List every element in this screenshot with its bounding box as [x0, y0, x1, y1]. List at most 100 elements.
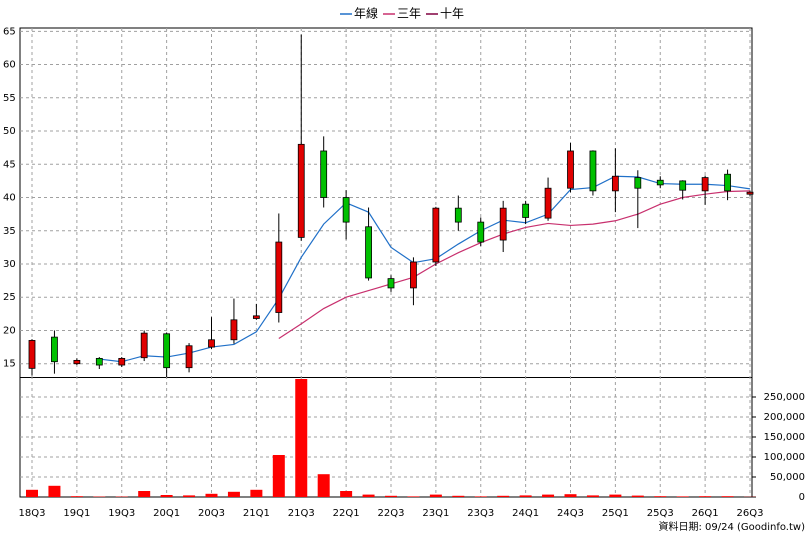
- volume-bar: [452, 495, 465, 497]
- y-tick-label: 65: [3, 26, 16, 37]
- candle-body: [656, 179, 664, 186]
- candle-body: [297, 143, 305, 238]
- candle-body: [589, 150, 597, 192]
- x-tick-label: 26Q3: [737, 508, 764, 519]
- y-tick-label: 20: [3, 325, 16, 336]
- candle-body: [51, 336, 58, 363]
- volume-bar: [205, 493, 218, 497]
- volume-bar: [385, 495, 397, 497]
- candle-body: [679, 180, 687, 191]
- candle-body: [230, 319, 238, 341]
- x-tick-label: 24Q1: [512, 508, 539, 519]
- y-tick-label: 40: [3, 193, 16, 204]
- volume-bar: [362, 494, 375, 497]
- volume-bar: [250, 489, 263, 497]
- x-tick-label: 25Q3: [647, 508, 674, 519]
- y-tick-label: 60: [3, 60, 16, 71]
- x-tick-label: 24Q3: [557, 508, 584, 519]
- candle-body: [567, 150, 574, 189]
- candle-body: [387, 278, 395, 289]
- y-tick-label: 25: [3, 292, 16, 303]
- x-tick-label: 26Q1: [692, 508, 719, 519]
- candle-body: [454, 207, 462, 223]
- y-tick-label: 45: [3, 159, 16, 170]
- candle-body: [522, 203, 530, 218]
- x-tick-label: 19Q1: [63, 508, 90, 519]
- y2-tick-label: 150,000: [764, 432, 805, 443]
- y-tick-label: 35: [3, 226, 16, 237]
- candle-body: [185, 345, 193, 369]
- candle-body: [275, 241, 283, 313]
- plot-frame: [19, 27, 753, 498]
- candle-body: [611, 175, 619, 192]
- volume-bar: [429, 494, 442, 497]
- x-tick-label: 18Q3: [19, 508, 46, 519]
- legend-label: 三年: [397, 7, 421, 21]
- x-tick-label: 20Q3: [198, 508, 225, 519]
- x-tick-label: 22Q3: [378, 508, 405, 519]
- volume-bar: [70, 496, 83, 497]
- legend-label: 十年: [440, 7, 464, 21]
- volume-bar: [654, 496, 667, 497]
- volume-bar: [295, 379, 308, 497]
- x-tick-label: 21Q1: [243, 508, 270, 519]
- candle-body: [73, 359, 81, 365]
- volume-bar: [227, 491, 240, 497]
- candle-body: [410, 261, 417, 289]
- candle-body: [28, 340, 36, 369]
- volume-bar: [48, 485, 61, 497]
- y2-tick-label: 50,000: [770, 472, 805, 483]
- volume-bar: [586, 495, 599, 497]
- candle-body: [634, 177, 642, 189]
- legend-label: 年線: [354, 6, 378, 21]
- candle-body: [140, 332, 148, 359]
- x-tick-label: 23Q3: [467, 508, 494, 519]
- y2-tick-label: 0: [799, 492, 805, 503]
- volume-bar: [272, 455, 285, 497]
- volume-bar: [519, 495, 532, 497]
- volume-bar: [564, 494, 577, 497]
- volume-bar: [497, 495, 510, 497]
- volume-bar: [26, 489, 38, 497]
- volume-bar: [183, 495, 196, 497]
- candle-body: [365, 226, 372, 279]
- line-series: [99, 175, 751, 363]
- x-tick-label: 20Q1: [153, 508, 180, 519]
- candle-body: [163, 333, 171, 369]
- candle-body: [724, 173, 731, 192]
- x-tick-label: 19Q3: [108, 508, 135, 519]
- volume-bar: [699, 496, 712, 497]
- y-tick-label: 15: [3, 359, 16, 370]
- candle-body: [544, 187, 552, 219]
- candle-body: [432, 207, 440, 263]
- volume-bar: [721, 496, 734, 497]
- volume-bar: [474, 496, 487, 497]
- candle-body: [701, 177, 709, 192]
- candle-body: [320, 150, 328, 198]
- footnote: 資料日期: 09/24 (Goodinfo.tw): [658, 520, 805, 533]
- y2-tick-label: 250,000: [764, 392, 805, 403]
- y2-tick-label: 100,000: [764, 452, 805, 463]
- volume-bar: [542, 494, 555, 497]
- x-tick-label: 21Q3: [288, 508, 315, 519]
- volume-bar: [631, 495, 644, 497]
- candle-body: [499, 207, 507, 241]
- volume-bar: [676, 496, 689, 497]
- candle-body: [477, 221, 485, 243]
- line-series: [278, 190, 751, 339]
- candle-body: [342, 197, 350, 223]
- y-tick-label: 30: [3, 259, 16, 270]
- volume-bar: [138, 491, 151, 497]
- volume-bar: [340, 491, 353, 497]
- x-tick-label: 22Q1: [333, 508, 360, 519]
- x-tick-label: 23Q1: [422, 508, 449, 519]
- candle-body: [252, 315, 260, 319]
- y-tick-label: 50: [3, 126, 16, 137]
- y-tick-label: 55: [3, 93, 16, 104]
- candle-body: [746, 191, 754, 195]
- volume-bar: [407, 496, 420, 497]
- candle-body: [208, 339, 215, 348]
- volume-bar: [160, 495, 173, 497]
- volume-bar: [609, 494, 622, 497]
